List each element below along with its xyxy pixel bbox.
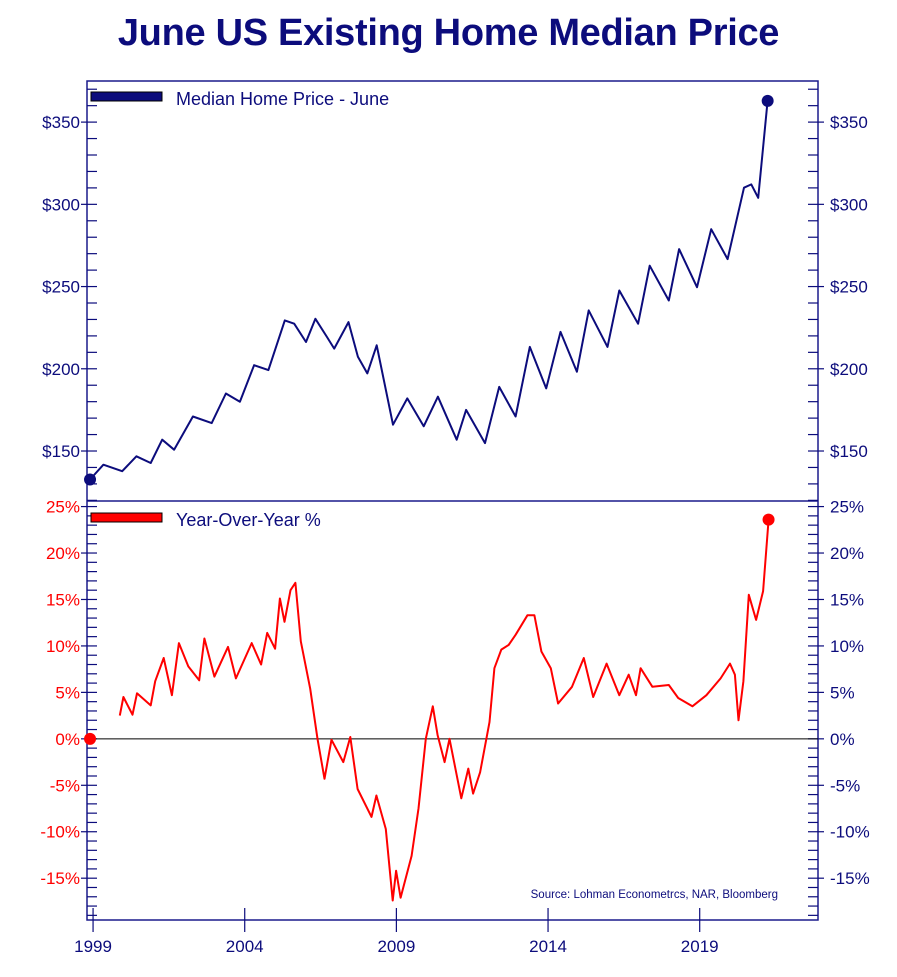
y-tick-label-left: $300 — [42, 195, 80, 214]
y-tick-label-right: $350 — [830, 113, 868, 132]
y-tick-label-left: 0% — [55, 730, 80, 749]
y-tick-label-right: $250 — [830, 278, 868, 297]
y-tick-label-left: 15% — [46, 590, 80, 609]
y-tick-label-left: $200 — [42, 360, 80, 379]
y-tick-label-right: 15% — [830, 590, 864, 609]
y-tick-label-left: 25% — [46, 498, 80, 517]
y-tick-label-left: $350 — [42, 113, 80, 132]
x-tick-label: 2014 — [529, 937, 567, 956]
start-point-marker — [84, 473, 97, 486]
y-tick-label-right: $150 — [830, 442, 868, 461]
chart-title: June US Existing Home Median Price — [117, 12, 780, 54]
y-tick-label-right: -15% — [830, 869, 870, 888]
x-tick-label: 1999 — [74, 937, 112, 956]
source-note: Source: Lohman Econometrcs, NAR, Bloombe… — [531, 889, 778, 901]
y-tick-label-right: -10% — [830, 823, 870, 842]
y-tick-label-right: $300 — [830, 195, 868, 214]
y-tick-label-left: $150 — [42, 442, 80, 461]
y-tick-label-left: -10% — [40, 823, 80, 842]
end-point-marker — [761, 94, 774, 107]
y-tick-label-left: 5% — [55, 683, 80, 702]
y-tick-label-right: 0% — [830, 730, 855, 749]
y-tick-label-right: $200 — [830, 360, 868, 379]
legend-swatch-yoy — [90, 512, 163, 523]
y-tick-label-left: 20% — [46, 544, 80, 563]
series-lines — [84, 94, 818, 902]
y-tick-label-left: -5% — [50, 776, 80, 795]
y-tick-label-right: 10% — [830, 637, 864, 656]
x-tick-label: 2004 — [226, 937, 264, 956]
y-tick-label-left: -15% — [40, 869, 80, 888]
legend-label-price: Median Home Price - June — [176, 89, 389, 109]
start-point-marker — [84, 732, 97, 745]
y-tick-label-right: -5% — [830, 776, 860, 795]
end-point-marker — [762, 513, 775, 526]
y-tick-label-left: $250 — [42, 278, 80, 297]
legend-swatch-price — [90, 91, 163, 102]
y-tick-label-right: 20% — [830, 544, 864, 563]
y-tick-label-right: 25% — [830, 498, 864, 517]
x-tick-label: 2009 — [377, 937, 415, 956]
yoy-line — [118, 519, 770, 902]
y-tick-label-right: 5% — [830, 683, 855, 702]
price-line — [89, 100, 769, 481]
x-tick-label: 2019 — [681, 937, 719, 956]
legend-label-yoy: Year-Over-Year % — [176, 510, 321, 530]
axis-ticks: $150 $150 $200 $200 $250 $250 $300 $300 $350 $350… — [40, 88, 870, 956]
y-tick-label-left: 10% — [46, 637, 80, 656]
